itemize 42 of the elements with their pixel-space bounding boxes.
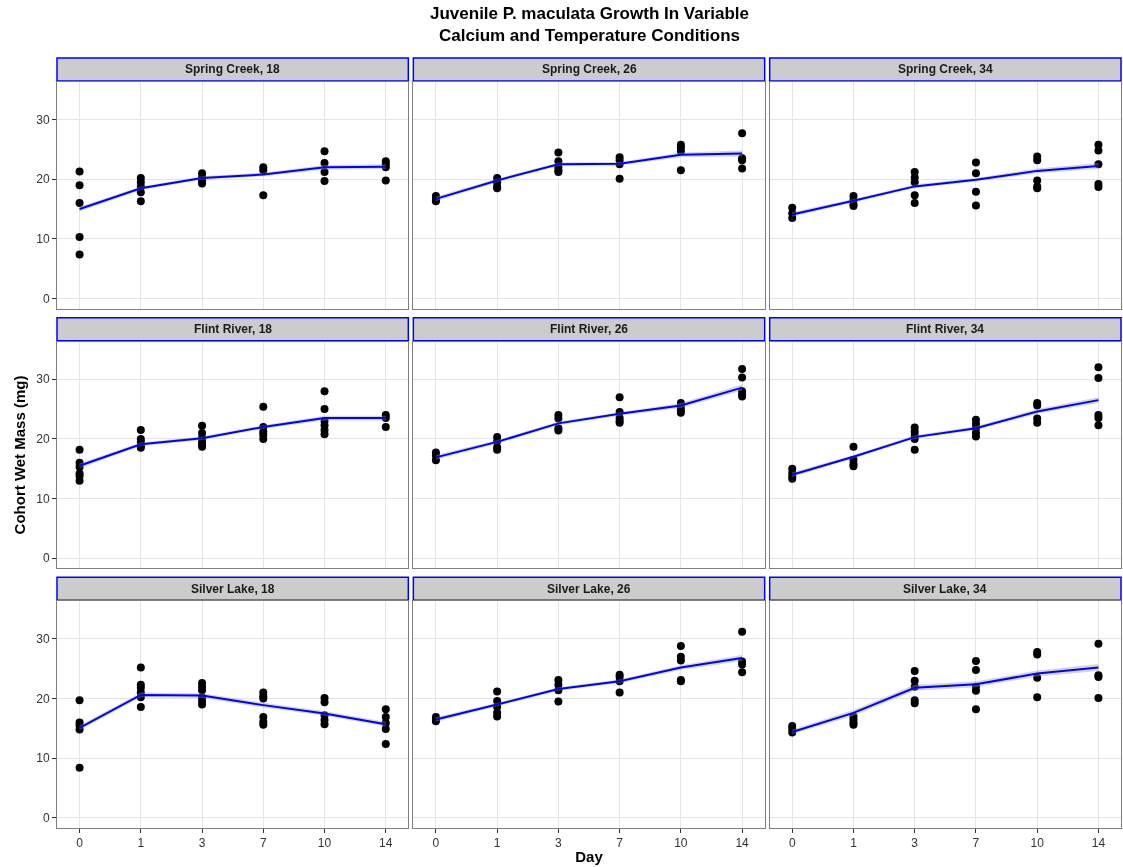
y-tick-label: 20 [36, 172, 50, 187]
y-tick-label: 10 [36, 751, 50, 766]
chart-title: Flint River, 18 [194, 322, 273, 336]
chart-title: Flint River, 34 [906, 322, 985, 336]
x-tick-label: 0 [432, 836, 440, 851]
x-tick-label: 0 [76, 836, 84, 851]
x-tick-label: 1 [493, 836, 501, 851]
x-tick-label: 10 [674, 836, 688, 851]
chart-title: Flint River, 26 [550, 322, 629, 336]
x-tick-label: 1 [137, 836, 145, 851]
y-tick-label: 20 [36, 432, 50, 447]
y-axis-title: Cohort Wet Mass (mg) [11, 375, 29, 535]
x-tick-label: 14 [735, 836, 750, 851]
x-tick-label: 3 [911, 836, 919, 851]
y-tick-label: 0 [42, 811, 50, 826]
x-tick-label: 10 [1030, 836, 1045, 851]
y-tick-label: 30 [36, 112, 50, 127]
chart-title: Silver Lake, 26 [547, 582, 631, 596]
x-tick-label: 7 [259, 836, 267, 851]
x-tick-label: 7 [972, 836, 980, 851]
chart-title: Spring Creek, 18 [185, 62, 281, 76]
chart-title: Silver Lake, 34 [903, 582, 987, 596]
x-tick-label: 14 [1091, 836, 1106, 851]
y-tick-label: 0 [42, 291, 50, 306]
y-tick-label: 0 [42, 551, 50, 566]
y-tick-label: 10 [36, 232, 50, 247]
x-tick-label: 7 [616, 836, 624, 851]
x-tick-label: 14 [379, 836, 393, 851]
y-tick-label: 10 [36, 491, 50, 506]
text: Juvenile P. maculata Growth In Variable Calcium and Temperature Conditions [430, 4, 750, 46]
chart-title: Silver Lake, 18 [191, 582, 275, 596]
x-tick-label: 1 [850, 836, 858, 851]
y-tick-label: 20 [36, 691, 50, 706]
chart-title: Spring Creek, 26 [542, 62, 638, 76]
y-tick-label: 30 [36, 632, 50, 647]
x-tick-label: 3 [555, 836, 563, 851]
x-axis-title: Day [575, 848, 604, 866]
y-tick-label: 30 [36, 372, 50, 387]
chart-title: Spring Creek, 34 [898, 62, 994, 76]
x-tick-label: 10 [317, 836, 332, 851]
x-tick-label: 3 [198, 836, 206, 851]
x-tick-label: 0 [788, 836, 796, 851]
